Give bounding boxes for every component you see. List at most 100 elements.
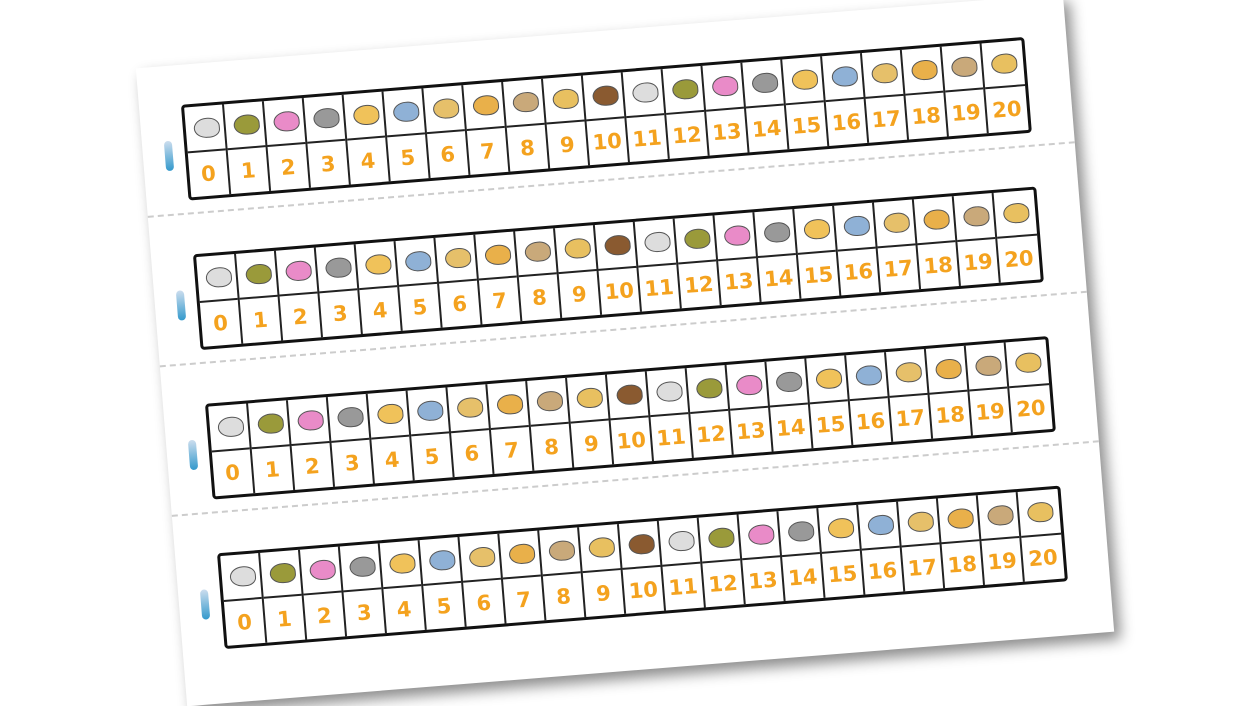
animal-icon <box>981 40 1026 90</box>
animal <box>922 208 951 231</box>
number: 2 <box>304 453 321 479</box>
number: 8 <box>519 135 536 161</box>
animal <box>763 221 791 244</box>
animal <box>575 386 604 409</box>
number: 11 <box>655 424 687 451</box>
animal-icon <box>419 537 462 586</box>
animal-icon <box>993 189 1038 239</box>
number: 12 <box>695 421 727 448</box>
animal-icon <box>977 492 1020 542</box>
animal <box>524 240 552 263</box>
animal <box>312 107 341 130</box>
number-cell: 20 <box>981 40 1029 133</box>
number: 4 <box>359 148 377 174</box>
animal-icon <box>858 501 900 551</box>
animal <box>867 514 895 537</box>
animal-icon <box>423 85 465 135</box>
animal-icon <box>898 498 940 548</box>
number: 8 <box>543 434 560 460</box>
animal <box>388 552 417 575</box>
animal <box>751 71 779 94</box>
animal <box>855 364 883 387</box>
logo <box>187 439 199 471</box>
animal-icon <box>937 495 980 545</box>
animal <box>284 259 313 282</box>
number: 19 <box>962 249 994 276</box>
animal <box>803 218 831 241</box>
number: 7 <box>503 437 520 463</box>
number: 18 <box>934 401 966 429</box>
animal <box>229 565 257 588</box>
animal <box>870 62 899 85</box>
number: 16 <box>867 557 899 585</box>
animal <box>950 55 979 78</box>
animal <box>444 247 472 270</box>
animal-icon <box>208 403 250 453</box>
number: 3 <box>343 450 361 476</box>
animal-icon <box>299 546 342 596</box>
worksheet: 0 1 2 3 4 5 6 7 8 9 10 11 12 13 14 15 16 17 18 19 20 0 1 2 3 4 5 6 7… <box>135 0 1115 706</box>
animal-icon <box>303 94 346 144</box>
animal-icon <box>658 517 701 567</box>
animal-icon <box>834 202 876 252</box>
number: 10 <box>603 278 635 305</box>
animal <box>217 415 245 438</box>
animal <box>536 390 564 413</box>
animal-icon <box>260 549 302 599</box>
animal <box>472 94 500 117</box>
animal-icon <box>1005 339 1050 389</box>
number: 10 <box>615 427 647 454</box>
animal <box>244 263 273 286</box>
animal <box>551 87 580 110</box>
number: 11 <box>631 125 663 152</box>
animal <box>308 558 337 581</box>
number: 2 <box>316 603 333 629</box>
number: 3 <box>319 151 337 177</box>
number: 6 <box>475 590 493 616</box>
number: 1 <box>252 307 269 333</box>
animal-icon <box>646 368 689 418</box>
number-strip: 0 1 2 3 4 5 6 7 8 9 10 11 12 13 14 15 16 17 18 19 20 <box>204 336 1056 500</box>
animal-icon <box>634 218 677 268</box>
number: 0 <box>224 460 241 486</box>
number: 17 <box>870 106 902 133</box>
animal <box>827 517 855 540</box>
number-strip: 0 1 2 3 4 5 6 7 8 9 10 11 12 13 14 15 16 17 18 19 20 <box>180 36 1032 201</box>
number: 0 <box>200 161 217 187</box>
animal <box>392 100 420 123</box>
animal <box>747 523 776 546</box>
animal-icon <box>503 78 545 128</box>
number: 15 <box>827 561 859 588</box>
number: 15 <box>803 262 835 289</box>
animal <box>735 374 763 397</box>
animal <box>193 116 221 139</box>
animal-icon <box>475 231 517 281</box>
animal-icon <box>447 384 489 434</box>
number: 1 <box>264 457 281 483</box>
animal-icon <box>606 371 649 421</box>
animal <box>671 78 700 101</box>
animal <box>1014 351 1043 374</box>
animal <box>962 205 991 228</box>
animal <box>591 84 620 107</box>
animal <box>468 546 496 569</box>
animal <box>787 520 815 543</box>
animal-icon <box>567 374 609 424</box>
animal <box>615 383 644 406</box>
animal-icon <box>459 533 502 583</box>
number: 13 <box>747 567 779 594</box>
animal-icon <box>846 352 888 402</box>
animal <box>815 367 843 390</box>
animal <box>974 354 1003 377</box>
animal <box>946 507 975 530</box>
animal-icon <box>315 244 358 294</box>
animal <box>711 75 739 98</box>
page: 0 1 2 3 4 5 6 7 8 9 10 11 12 13 14 15 16 17 18 19 20 0 1 2 3 4 5 6 7… <box>147 36 1099 650</box>
animal <box>1026 501 1055 524</box>
animal-icon <box>196 254 238 303</box>
animal-icon <box>953 193 996 242</box>
animal-icon <box>886 349 928 398</box>
number: 20 <box>1015 395 1047 422</box>
animal-icon <box>327 393 370 443</box>
animal-icon <box>379 540 422 590</box>
